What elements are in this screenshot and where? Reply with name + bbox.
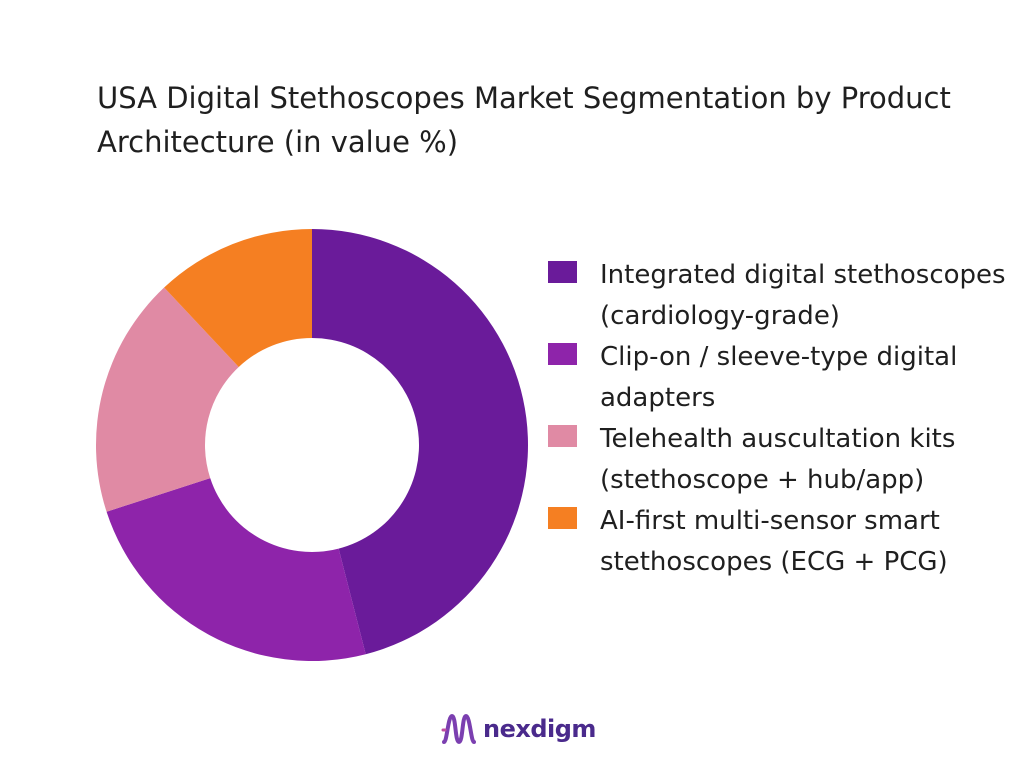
donut-chart [96,228,529,661]
legend-swatch [548,507,577,529]
legend-label: Clip-on / sleeve-type digital adapters [600,342,958,413]
legend-label: AI-first multi-sensor smart stethoscopes… [600,506,948,577]
legend-label: Integrated digital stethoscopes (cardiol… [600,260,1006,331]
legend-item-integrated: Integrated digital stethoscopes (cardiol… [548,255,1018,337]
legend-swatch [548,343,577,365]
legend-item-telehealth: Telehealth auscultation kits (stethoscop… [548,419,1018,501]
slice-telehealth [96,287,239,512]
brand-logo: nexdigm [441,711,596,747]
chart-title: USA Digital Stethoscopes Market Segmenta… [97,81,951,159]
nexdigm-wave-logo-icon [441,713,476,745]
legend-item-ai-first: AI-first multi-sensor smart stethoscopes… [548,501,1018,583]
brand-name: nexdigm [483,715,596,743]
legend-label: Telehealth auscultation kits (stethoscop… [600,424,956,495]
slice-clip-on [106,478,366,661]
legend-swatch [548,261,577,283]
slice-integrated [312,228,529,655]
legend-item-clip-on: Clip-on / sleeve-type digital adapters [548,337,1018,419]
legend: Integrated digital stethoscopes (cardiol… [548,255,1018,583]
slice-ai-first [164,229,312,368]
legend-swatch [548,425,577,447]
